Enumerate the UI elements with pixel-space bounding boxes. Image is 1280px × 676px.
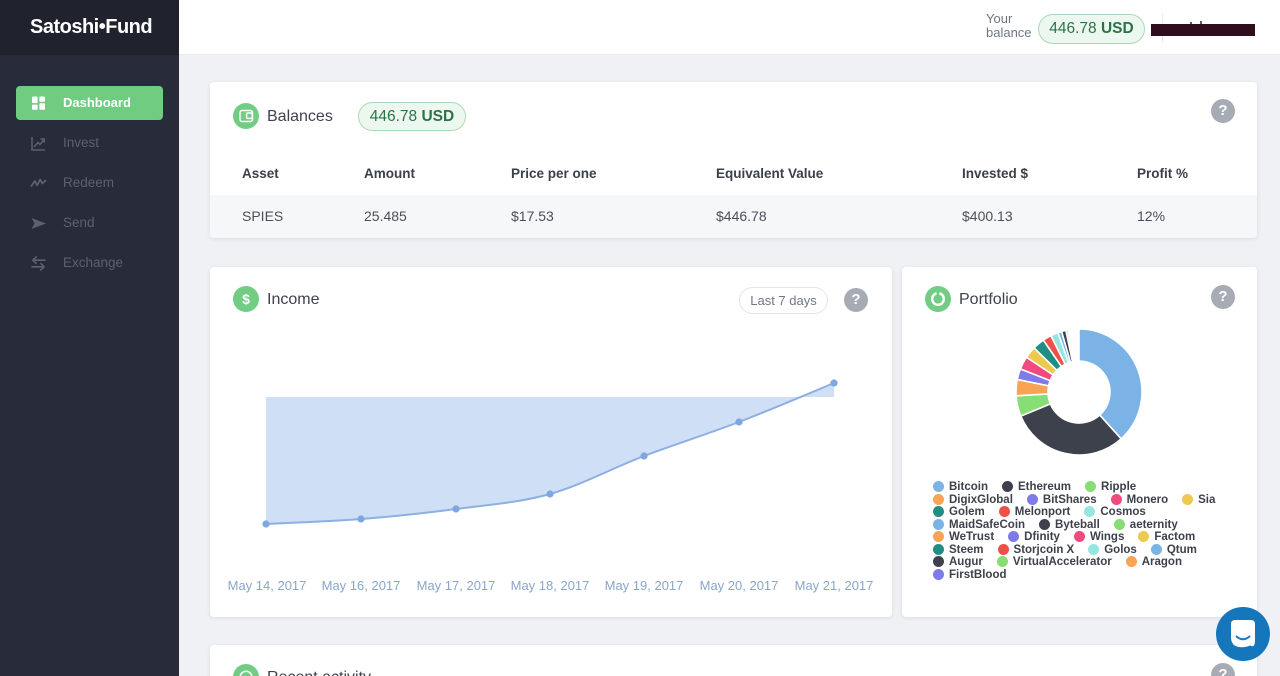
svg-text:May 18, 2017: May 18, 2017 xyxy=(511,578,590,593)
svg-text:May 17, 2017: May 17, 2017 xyxy=(417,578,496,593)
svg-text:May 16, 2017: May 16, 2017 xyxy=(322,578,401,593)
svg-text:May 14, 2017: May 14, 2017 xyxy=(228,578,307,593)
svg-text:May 21, 2017: May 21, 2017 xyxy=(795,578,874,593)
svg-text:May 19, 2017: May 19, 2017 xyxy=(605,578,684,593)
svg-text:May 20, 2017: May 20, 2017 xyxy=(700,578,779,593)
